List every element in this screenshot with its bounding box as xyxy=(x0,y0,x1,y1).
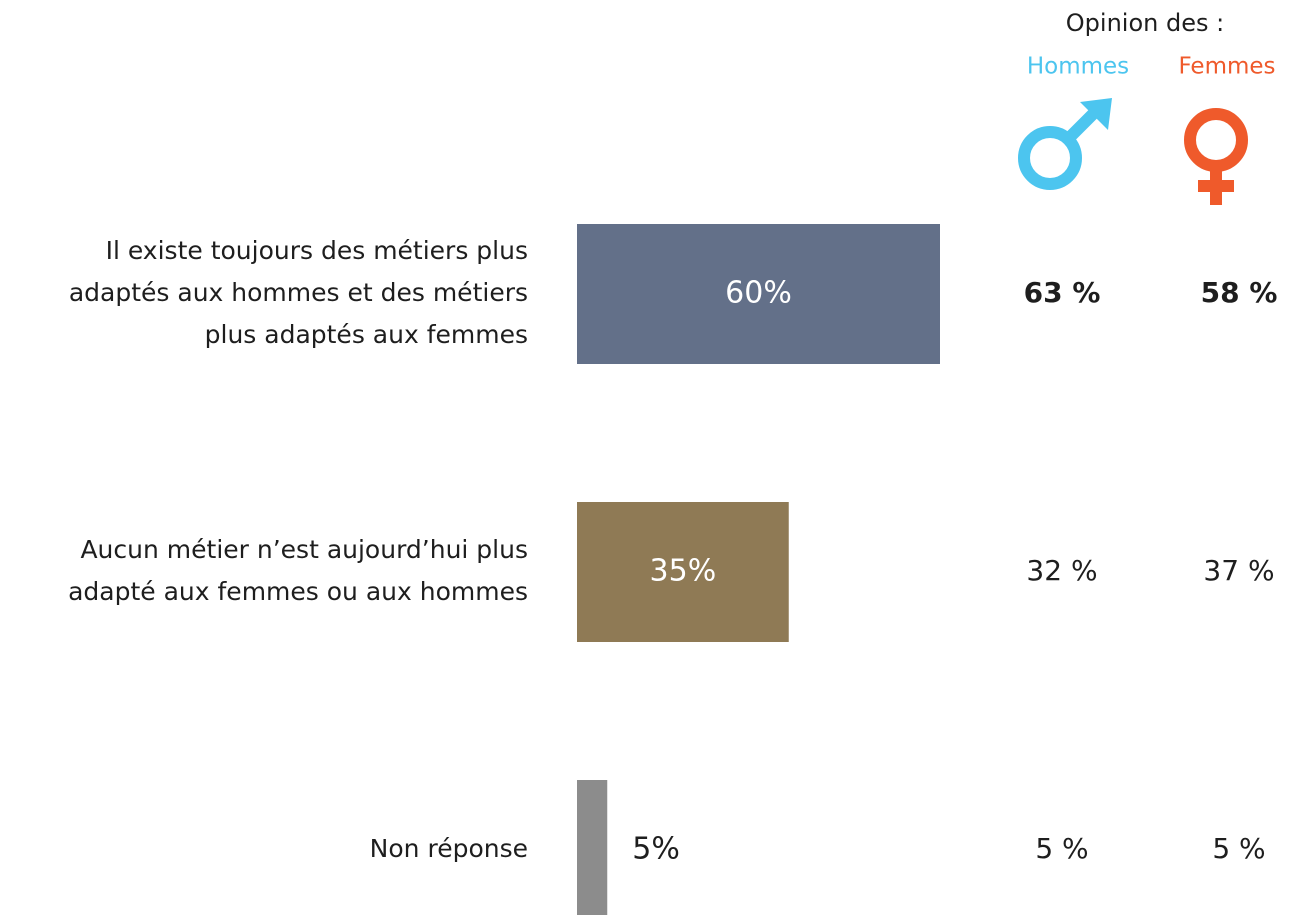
bar-value-label: 35% xyxy=(650,554,717,589)
group-value: 37 % xyxy=(1203,554,1274,587)
category-label: Aucun métier n’est aujourd’hui plus adapt… xyxy=(68,535,528,606)
male-symbol xyxy=(1018,98,1112,190)
group-name: Femmes xyxy=(1178,54,1275,80)
group-value: 32 % xyxy=(1026,554,1097,587)
group-name: Hommes xyxy=(1027,54,1129,80)
opinion-title: Opinion des : xyxy=(1066,9,1224,37)
group-value: 58 % xyxy=(1201,276,1278,309)
bar-value-label: 60% xyxy=(725,276,792,311)
group-value: 63 % xyxy=(1024,276,1101,309)
bar xyxy=(577,502,789,642)
bar-value-label: 5% xyxy=(632,832,680,867)
group-value: 5 % xyxy=(1212,832,1265,865)
category-label: Non réponse xyxy=(370,834,528,863)
female-symbol xyxy=(1184,108,1248,205)
bar xyxy=(577,224,940,364)
group-value: 5 % xyxy=(1035,832,1088,865)
category-label: Il existe toujours des métiers plus adapt… xyxy=(69,236,528,349)
bar xyxy=(577,780,608,915)
